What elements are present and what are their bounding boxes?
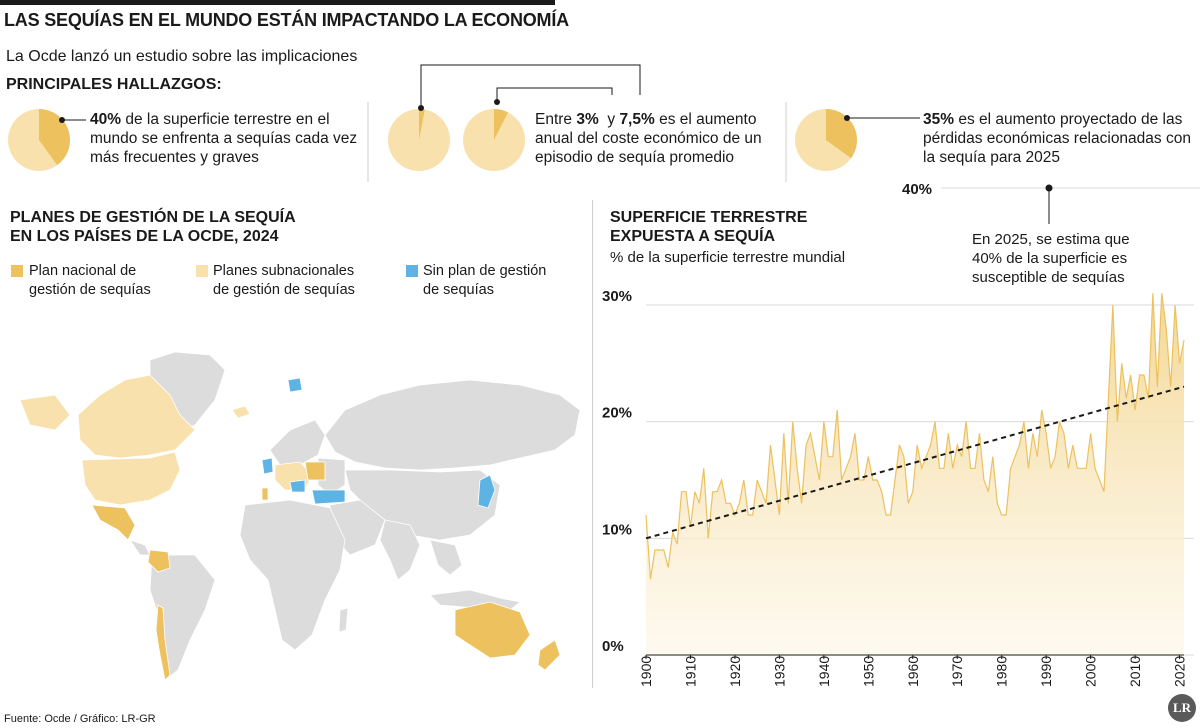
chart-annotation-text: En 2025, se estima que 40% de la superfi… [972,231,1130,286]
xtick-label-1970: 1970 [949,656,965,687]
c-europe [289,479,306,493]
legend-label-none: Sin plan de gestión de sequías [423,263,547,298]
xtick-label-1940: 1940 [816,656,832,687]
pie2a-leader [420,64,641,108]
usa [81,451,181,506]
pie1-dot [59,117,65,123]
n-europe [269,419,326,466]
map-title: PLANES DE GESTIÓN DE LA SEQUÍA EN LOS PA… [10,209,296,245]
top-rule [0,0,555,5]
se-asia [429,539,463,576]
canada [77,374,196,459]
legend-swatch-subnational [196,265,208,277]
legend-swatch-none [406,265,418,277]
pie-35-percent [795,109,857,171]
pie-3-slice [419,109,425,140]
pie3-dot [844,115,850,121]
poland-east [304,461,326,481]
page-subtitle: La Ocde lanzó un estudio sobre las impli… [6,48,358,65]
world-map [19,351,581,681]
findings-heading: PRINCIPALES HALLAZGOS: [6,76,222,93]
source-note: Fuente: Ocde / Gráfico: LR-GR [4,713,156,725]
legend-label-national: Plan nacional de gestión de sequías [29,263,151,298]
xtick-label-1910: 1910 [682,656,698,687]
pie2b-dot [494,99,500,105]
xtick-label-1990: 1990 [1038,656,1054,687]
trend-line [645,385,1185,540]
caribbean [129,539,151,556]
legend-swatch-national [11,265,23,277]
finding-1-text: 40% de la superficie terrestre en el mun… [90,111,358,166]
africa [239,499,346,651]
pie-7-5-percent [463,109,525,171]
finding-3-text: 35% es el aumento proyectado de las pérd… [923,111,1191,166]
pie-40-percent [8,109,70,171]
colombia [147,549,171,573]
findings-graphics [8,64,920,182]
finding-2-text: Entre 3% y 7,5% es el aumento anual del … [535,111,762,166]
chart-title: SUPERFICIE TERRESTRE EXPUESTA A SEQUÍA [610,209,808,245]
alaska [19,394,71,431]
xtick-label-1900: 1900 [638,656,654,687]
india [379,519,421,581]
chile [155,604,171,681]
madagascar [338,607,349,633]
russia [324,379,581,471]
pie2a-dot [418,105,424,111]
svalbard [287,377,303,393]
ytick-label-0: 0% [602,638,624,655]
pie-3-percent [388,109,450,171]
new-zealand [537,639,561,671]
turkey [311,489,346,505]
annotation-dot [1045,184,1053,192]
ytick-label-10: 10% [602,521,632,538]
chart-ylabel: % de la superficie terrestre mundial [610,249,846,266]
xtick-label-2000: 2000 [1083,656,1099,687]
xtick-label-2010: 2010 [1127,656,1143,687]
drought-area-chart: 0% 10% 20% 30% 1900 1910 1920 1930 1940 1950 1960 1… [602,181,1200,687]
pie2b-leader [496,87,613,102]
uk [261,457,274,475]
xtick-label-1950: 1950 [860,656,876,687]
japan [477,474,496,509]
xtick-label-1920: 1920 [727,656,743,687]
xtick-label-1980: 1980 [994,656,1010,687]
xtick-label-1930: 1930 [771,656,787,687]
page-title: LAS SEQUÍAS EN EL MUNDO ESTÁN IMPACTANDO… [4,10,569,30]
legend-label-subnational: Planes subnacionales de gestión de sequía… [213,263,355,298]
pie-40-slice [39,109,70,166]
ytick-label-30: 30% [602,288,632,305]
mexico [91,504,136,541]
xtick-label-2020: 2020 [1172,656,1188,687]
portugal [261,487,269,501]
iceland [231,405,251,419]
australia [454,601,531,659]
section-divider [592,200,593,688]
lr-logo: LR [1168,694,1196,722]
annotation-40-label: 40% [902,181,932,198]
ytick-label-20: 20% [602,405,632,422]
xtick-label-1960: 1960 [905,656,921,687]
pie-7-5-slice [494,109,509,140]
pie-35-slice [826,109,857,159]
